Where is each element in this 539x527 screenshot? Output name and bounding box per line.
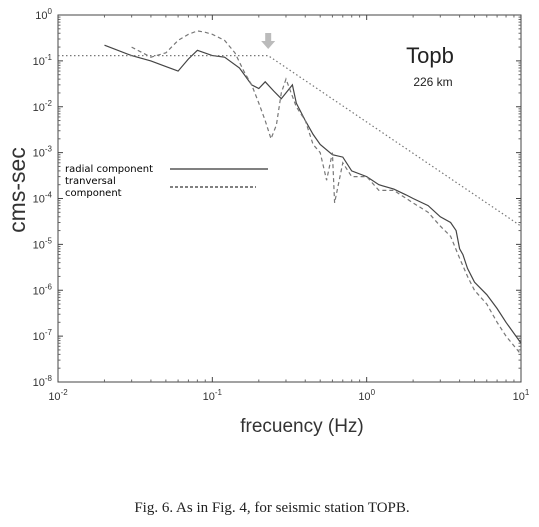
legend-radial-label: radial component <box>65 164 153 175</box>
x-axis-label: frecuency (Hz) <box>240 416 364 437</box>
y-tick-label: 10-8 <box>33 374 53 389</box>
legend-transversal-label-2: component <box>65 188 122 199</box>
reference-dotted-line <box>58 54 522 227</box>
transversal-series-line <box>131 30 522 355</box>
y-tick-label: 100 <box>35 7 52 22</box>
y-tick-label: 10-6 <box>33 282 53 297</box>
x-tick-label: 101 <box>513 388 530 403</box>
y-tick-label: 10-3 <box>33 145 53 160</box>
x-tick-label: 10-1 <box>203 388 223 403</box>
legend-transversal-label: tranversal <box>65 176 116 187</box>
y-tick-label: 10-5 <box>33 236 53 251</box>
series-layer <box>58 30 522 355</box>
x-tick-label: 10-2 <box>48 388 68 403</box>
station-distance: 226 km <box>413 75 452 89</box>
plot-frame <box>57 14 522 383</box>
down-arrow-icon <box>261 33 276 49</box>
figure-caption: Fig. 6. As in Fig. 4, for seismic statio… <box>134 500 409 516</box>
x-tick-label: 100 <box>358 388 375 403</box>
y-tick-label: 10-4 <box>33 191 53 206</box>
legend: radial component tranversal component <box>65 164 268 199</box>
y-axis-ticks: 100 10-1 10-2 10-3 10-4 10-5 10-6 10-7 10-8 <box>33 7 521 389</box>
radial-series-line <box>104 44 522 344</box>
y-tick-label: 10-1 <box>33 53 53 68</box>
y-tick-label: 10-7 <box>33 328 53 343</box>
y-axis-label: cms-sec <box>4 147 30 233</box>
station-title: Topb <box>406 43 454 68</box>
y-tick-label: 10-2 <box>33 99 53 114</box>
x-axis-ticks: 10-2 10-1 100 101 <box>48 15 530 403</box>
